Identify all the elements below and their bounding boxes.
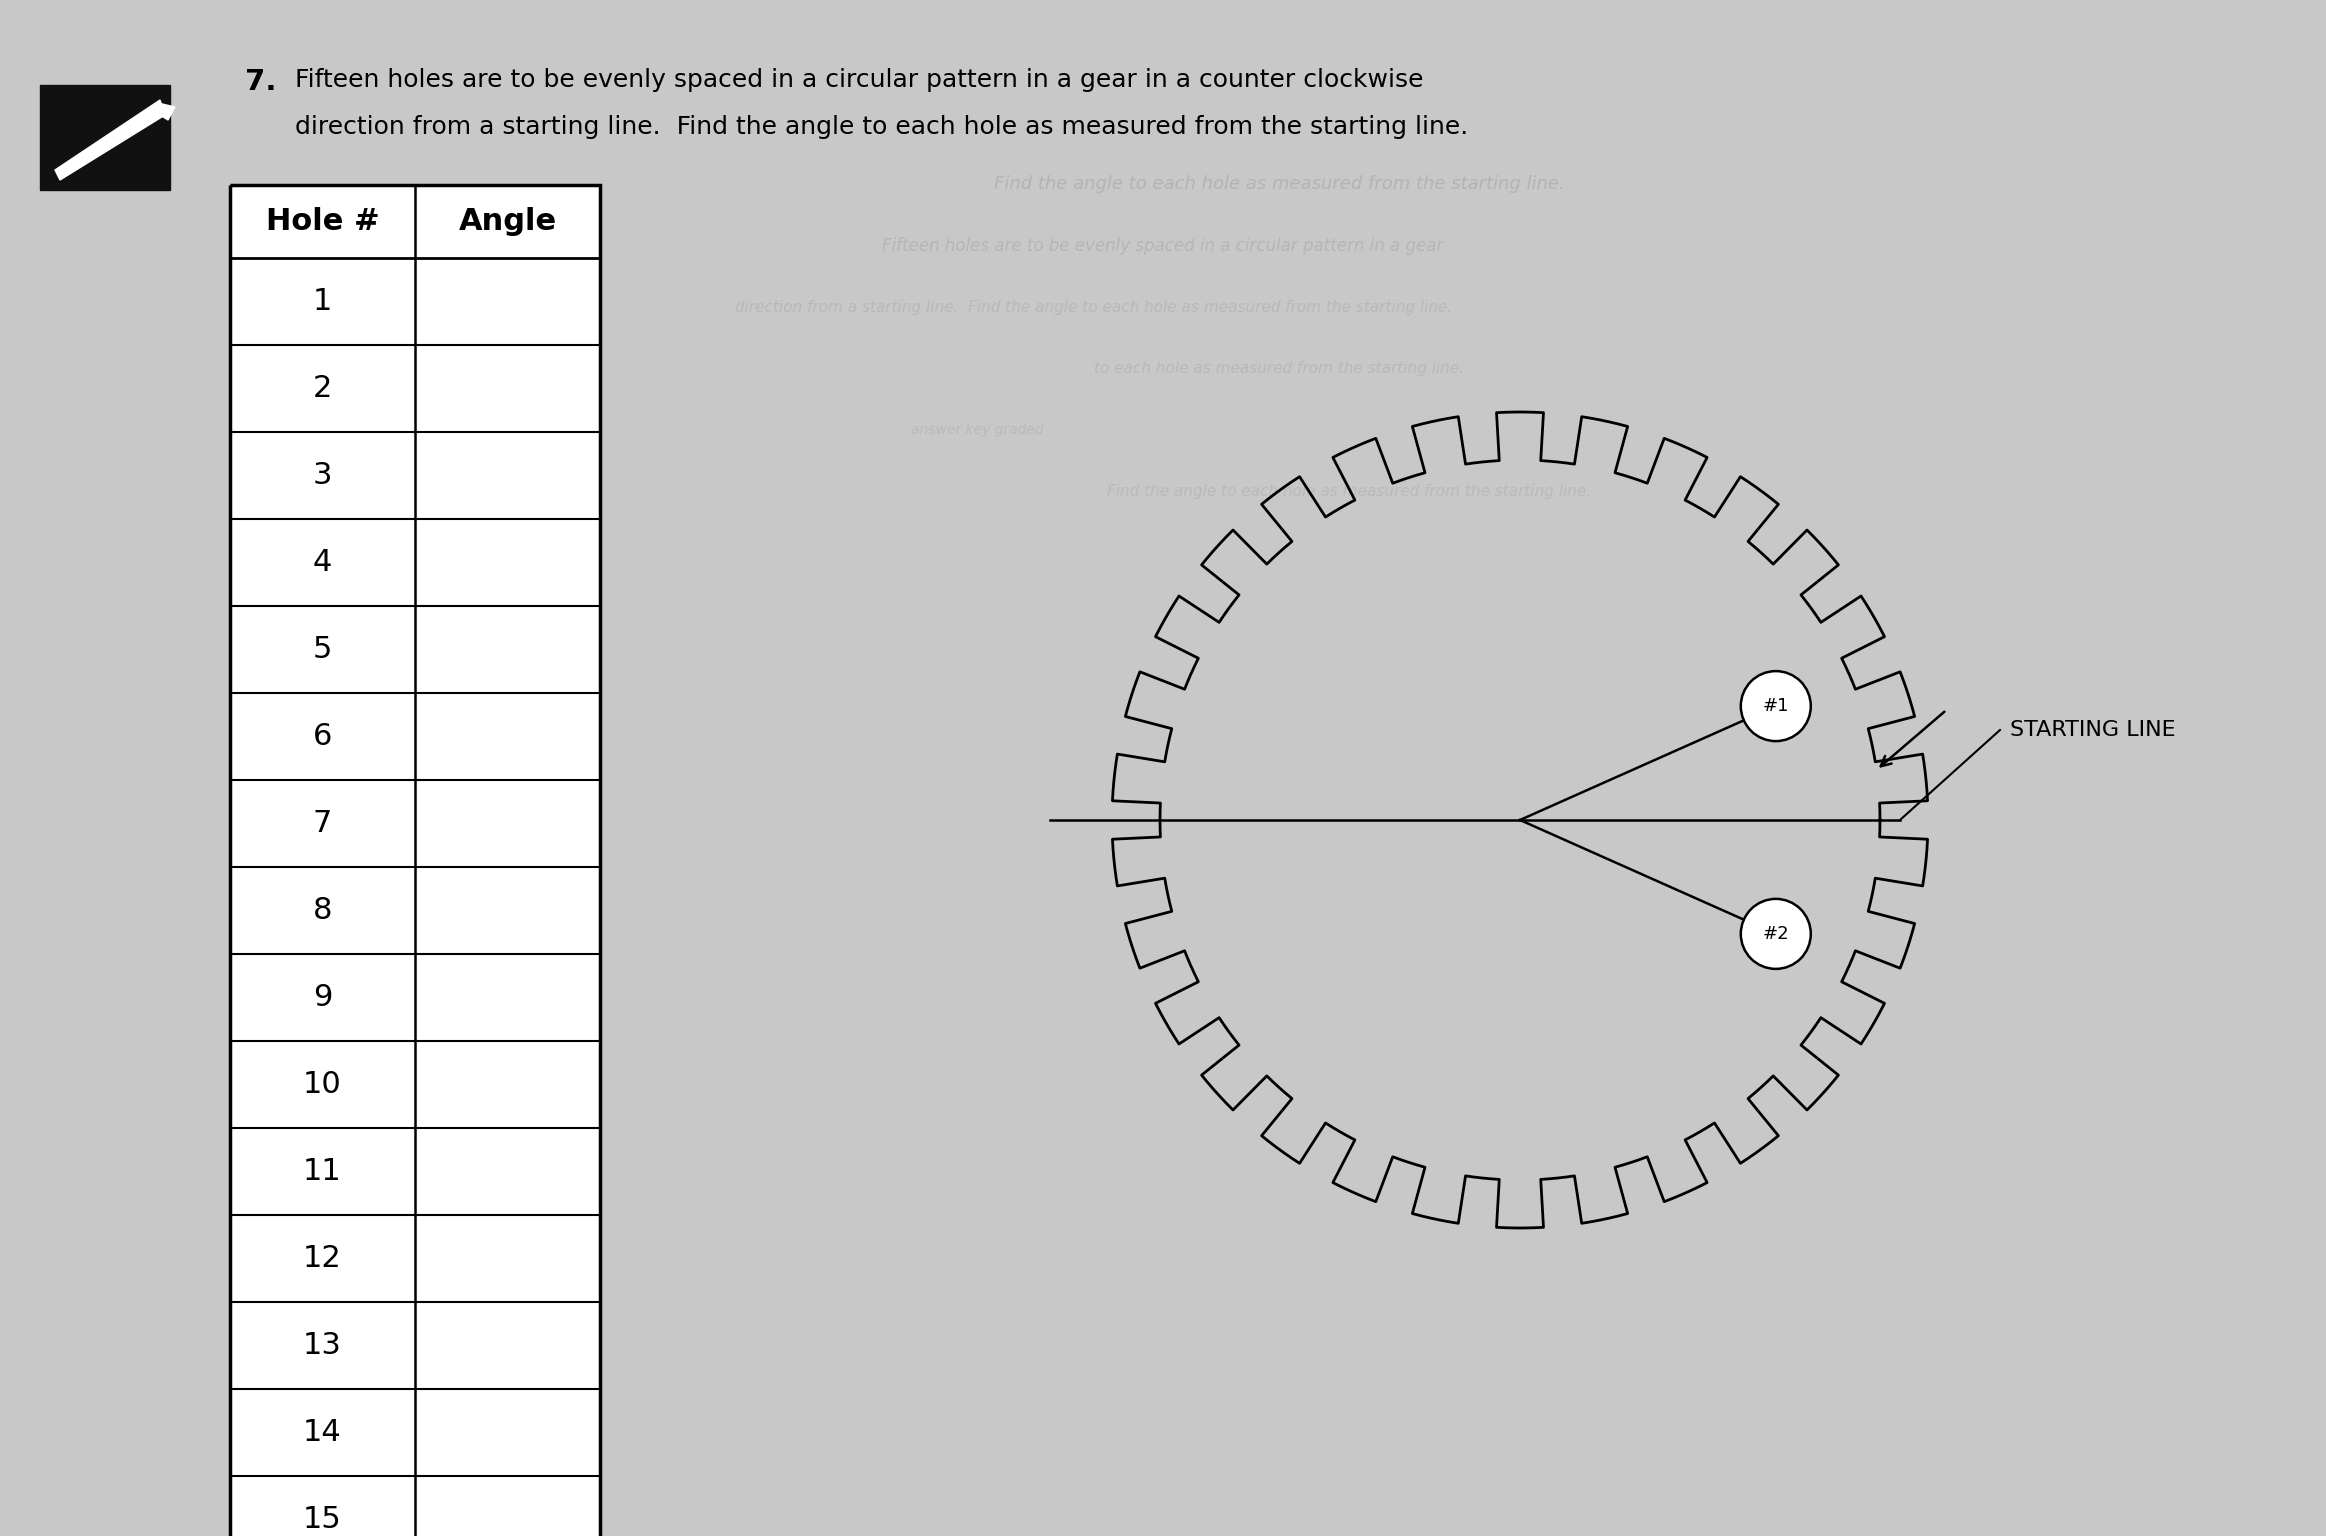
Circle shape xyxy=(1740,671,1812,740)
Text: 15: 15 xyxy=(302,1505,342,1534)
Bar xyxy=(230,184,600,1536)
Text: direction from a starting line.  Find the angle to each hole as measured from th: direction from a starting line. Find the… xyxy=(295,115,1468,138)
Text: 8: 8 xyxy=(312,895,333,925)
Text: 2: 2 xyxy=(312,373,333,402)
Circle shape xyxy=(1740,899,1812,969)
Text: Fifteen holes are to be evenly spaced in a circular pattern in a gear: Fifteen holes are to be evenly spaced in… xyxy=(882,237,1444,255)
Polygon shape xyxy=(56,100,165,180)
Bar xyxy=(40,84,170,190)
Text: #1: #1 xyxy=(1763,697,1789,716)
Text: 5: 5 xyxy=(312,634,333,664)
Text: #2: #2 xyxy=(1763,925,1789,943)
Text: Hole #: Hole # xyxy=(265,207,379,237)
Text: Find the angle to each hole as measured from the starting line.: Find the angle to each hole as measured … xyxy=(993,175,1565,194)
Text: Fifteen holes are to be evenly spaced in a circular pattern in a gear in a count: Fifteen holes are to be evenly spaced in… xyxy=(295,68,1424,92)
Text: 6: 6 xyxy=(312,722,333,751)
Text: 1: 1 xyxy=(312,287,333,316)
Text: 14: 14 xyxy=(302,1418,342,1447)
Text: Find the angle to each hole as measured from the starting line.: Find the angle to each hole as measured … xyxy=(1107,484,1591,499)
Bar xyxy=(230,184,600,1536)
Text: direction from a starting line.  Find the angle to each hole as measured from th: direction from a starting line. Find the… xyxy=(735,300,1451,315)
Text: 7.: 7. xyxy=(244,68,277,95)
Text: answer key graded: answer key graded xyxy=(909,422,1044,438)
Text: 3: 3 xyxy=(312,461,333,490)
Text: 13: 13 xyxy=(302,1332,342,1359)
Text: Angle: Angle xyxy=(458,207,556,237)
Text: 4: 4 xyxy=(312,548,333,578)
Text: 11: 11 xyxy=(302,1157,342,1186)
Text: 12: 12 xyxy=(302,1244,342,1273)
Text: 10: 10 xyxy=(302,1071,342,1098)
Text: STARTING LINE: STARTING LINE xyxy=(2010,720,2175,740)
Text: 9: 9 xyxy=(312,983,333,1012)
Text: 7: 7 xyxy=(312,809,333,839)
Text: to each hole as measured from the starting line.: to each hole as measured from the starti… xyxy=(1093,361,1465,376)
Polygon shape xyxy=(158,103,174,120)
